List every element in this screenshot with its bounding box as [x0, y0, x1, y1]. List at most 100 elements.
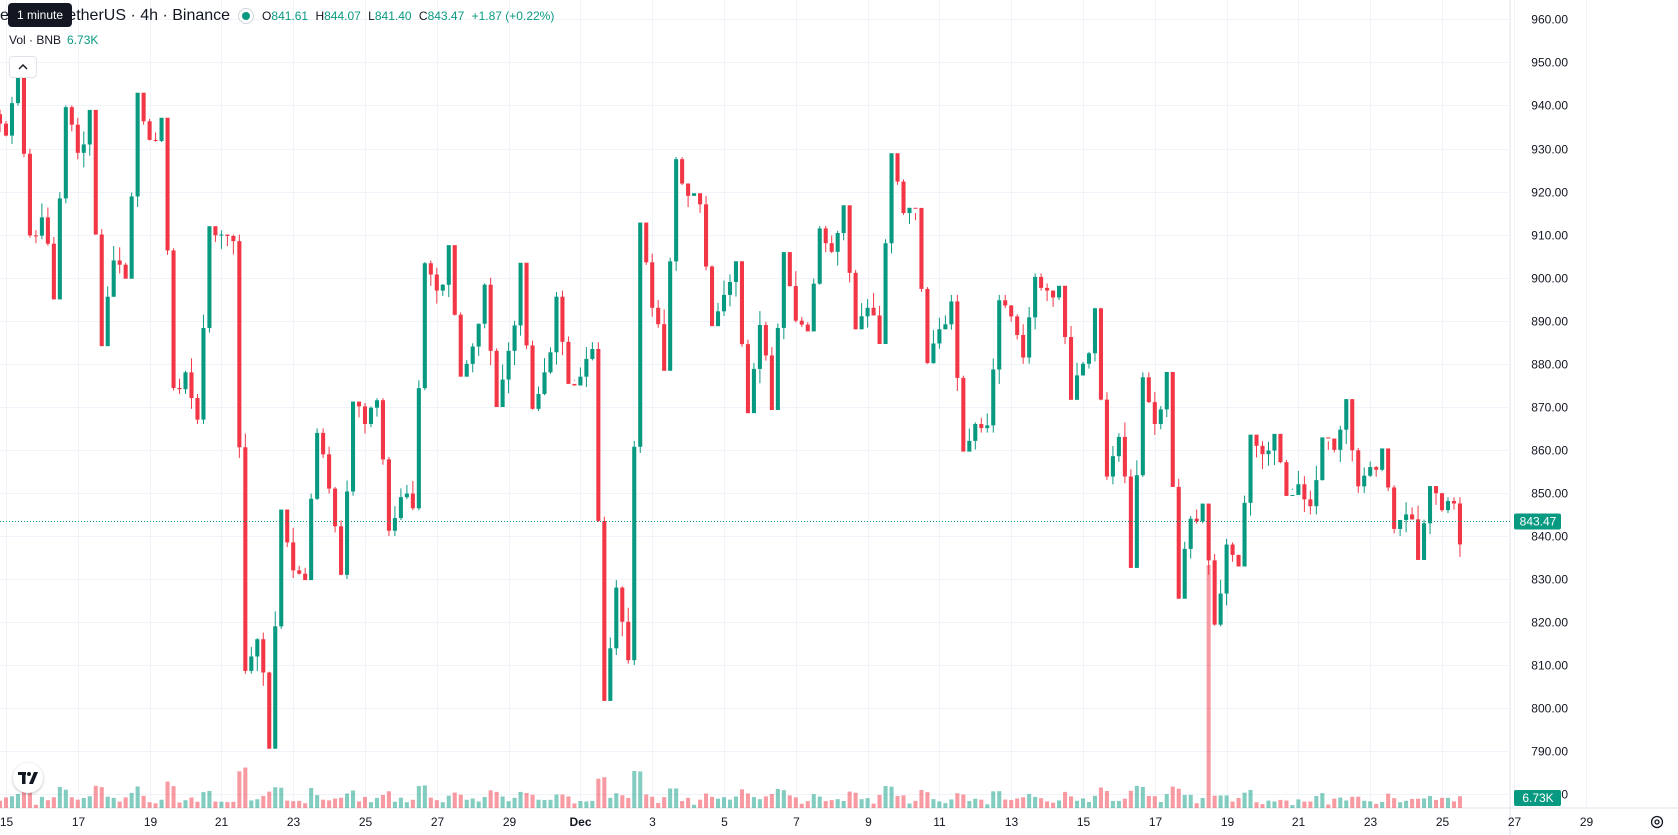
candle-body — [1224, 544, 1229, 594]
close-value: 843.47 — [427, 9, 465, 23]
candle-body — [315, 432, 320, 499]
tradingview-logo[interactable] — [13, 763, 43, 793]
volume-bar — [303, 803, 308, 808]
volume-bar — [835, 799, 840, 808]
price-tick-label: 890.00 — [1531, 315, 1568, 329]
candle-body — [769, 355, 774, 410]
volume-bar — [117, 801, 122, 808]
low-value: 841.40 — [374, 9, 412, 23]
candle-body — [1254, 434, 1259, 446]
volume-bar — [1110, 800, 1115, 808]
volume-bar — [608, 797, 613, 808]
candle-body — [542, 372, 547, 394]
volume-bar — [398, 797, 403, 808]
volume-bar — [416, 786, 421, 808]
volume-bar — [931, 799, 936, 808]
candle-body — [1098, 308, 1103, 400]
volume-bar — [674, 788, 679, 808]
volume-bar — [1350, 796, 1355, 808]
time-tick-label: 25 — [359, 815, 373, 829]
volume-bar — [644, 794, 649, 808]
last-price-label: 843.47 — [1520, 515, 1557, 529]
volume-bar — [614, 793, 619, 808]
candle-body — [865, 307, 870, 317]
price-tick-label: 940.00 — [1531, 99, 1568, 113]
volume-bar — [135, 786, 140, 808]
candle-body — [686, 183, 691, 196]
volume-bar — [93, 785, 98, 808]
volume-bar — [662, 797, 667, 808]
candle-body — [165, 117, 170, 251]
candle-body — [578, 376, 583, 386]
time-tick-label: 29 — [503, 815, 517, 829]
candle-body — [476, 323, 481, 347]
price-tick-label: 820.00 — [1531, 616, 1568, 630]
volume-bar — [1314, 796, 1319, 808]
candle-body — [81, 144, 86, 153]
chart-settings-button[interactable] — [1648, 813, 1666, 831]
volume-bar — [1134, 785, 1139, 808]
volume-bar — [829, 800, 834, 808]
candle-body — [327, 454, 332, 489]
volume-bar — [1152, 796, 1157, 808]
candle-body — [285, 509, 290, 543]
volume-bar — [1092, 795, 1098, 808]
volume-bar — [895, 796, 900, 808]
candle-body — [997, 300, 1002, 370]
volume-bar — [524, 792, 529, 808]
collapse-legend-button[interactable] — [9, 56, 37, 78]
volume-bar — [668, 788, 673, 808]
candle-body — [386, 459, 391, 531]
candle-body — [1422, 523, 1427, 560]
candle-body — [979, 424, 984, 429]
candle-body — [1051, 290, 1056, 298]
candle-body — [799, 320, 804, 325]
volume-bar — [638, 771, 643, 808]
volume-bar — [273, 787, 278, 808]
candle-body — [973, 424, 978, 441]
volume-bar — [189, 797, 194, 808]
candle-body — [1326, 437, 1331, 439]
volume-bar — [362, 796, 368, 808]
volume-bar — [339, 797, 344, 808]
candle-body — [1278, 433, 1283, 463]
candle-body — [757, 325, 762, 369]
candle-body — [1433, 486, 1439, 494]
price-tick-label: 800.00 — [1531, 702, 1568, 716]
candle-body — [650, 262, 655, 308]
candle-body — [1392, 487, 1397, 529]
candle-body — [596, 348, 601, 521]
candle-body — [745, 344, 750, 414]
volume-bar — [1051, 802, 1056, 808]
volume-bar — [602, 777, 607, 808]
candle-body — [841, 205, 846, 234]
volume-bar — [554, 794, 559, 808]
candle-body — [763, 325, 768, 356]
volume-bar — [291, 801, 296, 808]
volume-bar — [327, 800, 332, 808]
volume-bar — [1392, 798, 1397, 808]
candle-body — [69, 107, 74, 125]
volume-bar — [1224, 795, 1229, 808]
candle-body — [207, 226, 212, 328]
volume-bar — [745, 793, 750, 808]
candle-body — [183, 372, 188, 390]
volume-bar — [811, 794, 816, 808]
candle-body — [446, 245, 451, 285]
candle-body — [1176, 486, 1181, 599]
volume-bar — [1398, 802, 1403, 808]
candle-body — [1164, 371, 1169, 410]
volume-bar — [733, 796, 739, 808]
volume-bar — [392, 801, 397, 808]
volume-bar — [997, 791, 1002, 808]
candle-body — [1451, 501, 1457, 504]
volume-bar — [440, 802, 445, 808]
volume-bar — [1236, 797, 1241, 808]
candle-body — [1063, 285, 1068, 338]
candle-body — [925, 288, 930, 364]
time-tick-label: 23 — [287, 815, 301, 829]
volume-value: 6.73K — [67, 33, 99, 47]
volume-bar — [1308, 801, 1313, 808]
price-tick-label: 830.00 — [1531, 573, 1568, 587]
